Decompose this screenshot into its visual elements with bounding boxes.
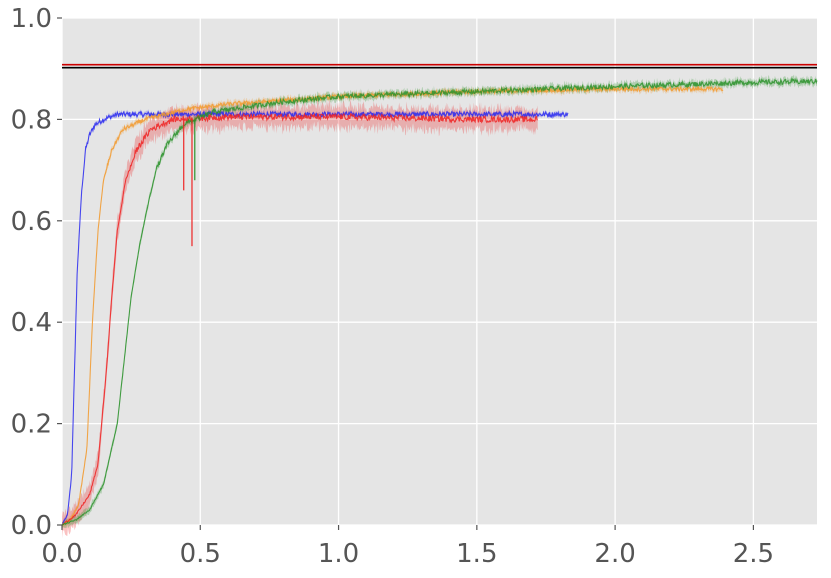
y-tick-label: 0.2 [11, 410, 52, 440]
x-tick-label: 0.5 [180, 539, 221, 569]
x-tick-label: 2.0 [594, 539, 635, 569]
series-line-3 [61, 77, 818, 526]
plot-background [62, 18, 817, 525]
series-lines [61, 77, 818, 526]
y-tick-label: 1.0 [11, 4, 52, 34]
x-tick-label: 1.0 [318, 539, 359, 569]
axis-ticks [57, 17, 754, 530]
x-tick-labels: 0.0 0.5 1.0 1.5 2.0 2.5 [41, 539, 774, 569]
y-tick-label: 0.0 [11, 511, 52, 541]
y-tick-label: 0.8 [11, 105, 52, 135]
series-line-2 [61, 112, 538, 526]
y-tick-label: 0.4 [11, 308, 52, 338]
x-tick-label: 1.5 [456, 539, 497, 569]
reference-lines [62, 63, 817, 69]
x-tick-label: 0.0 [41, 539, 82, 569]
x-tick-label: 2.5 [733, 539, 774, 569]
y-tick-labels: 0.0 0.2 0.4 0.6 0.8 1.0 [11, 4, 52, 541]
y-tick-label: 0.6 [11, 207, 52, 237]
